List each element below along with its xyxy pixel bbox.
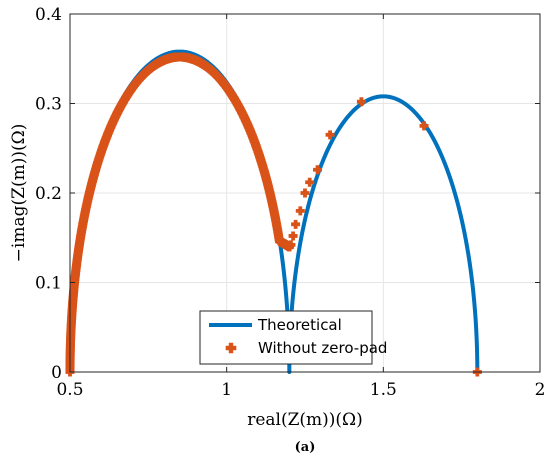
y-tick-label: 0.4 [35, 5, 62, 25]
without-zero-pad-marker [356, 97, 366, 107]
figure-caption: (a) [295, 440, 316, 455]
x-tick-label: 0.5 [56, 380, 83, 400]
x-axis-label: real(Z(m))(Ω) [247, 410, 363, 430]
legend-marker-cross [225, 342, 237, 354]
without-zero-pad-marker [305, 177, 315, 187]
without-zero-pad-marker [291, 219, 301, 229]
y-tick-label: 0.3 [35, 95, 62, 115]
legend-box [199, 310, 373, 365]
legend-marker-without-zero-pad [225, 342, 237, 354]
y-tick-label: 0.2 [35, 184, 62, 204]
legend: Theoretical Without zero-pad [199, 310, 387, 365]
legend-label-without-zero-pad: Without zero-pad [258, 339, 387, 357]
x-tick-label: 1.5 [370, 380, 397, 400]
without-zero-pad-marker [325, 130, 335, 140]
without-zero-pad-series [65, 52, 482, 377]
without-zero-pad-marker [313, 165, 323, 175]
y-tick-label: 0 [51, 363, 62, 383]
x-tick-label: 2 [535, 380, 546, 400]
without-zero-pad-marker [419, 121, 429, 131]
without-zero-pad-marker [286, 240, 296, 250]
legend-label-theoretical: Theoretical [257, 316, 342, 334]
axis-ticks: 0.5 1 1.5 2 0 0.1 0.2 0.3 0.4 [35, 5, 545, 400]
without-zero-pad-marker [295, 206, 305, 216]
y-tick-label: 0.1 [35, 274, 62, 294]
x-tick-label: 1 [221, 380, 232, 400]
without-zero-pad-marker [288, 231, 298, 241]
without-zero-pad-marker [300, 188, 310, 198]
y-axis-label: −imag(Z(m))(Ω) [9, 124, 29, 263]
